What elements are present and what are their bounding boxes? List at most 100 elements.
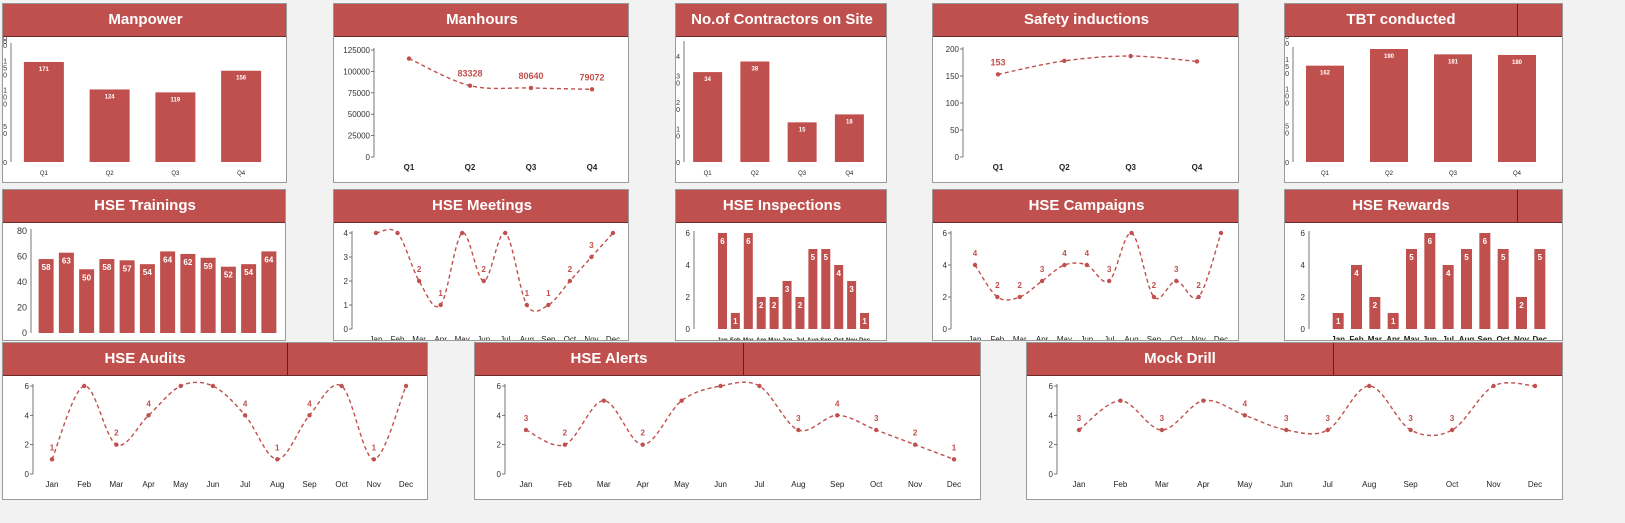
data-point <box>1084 262 1090 268</box>
data-label: 34 <box>704 77 711 83</box>
x-tick-label: May <box>1237 480 1252 489</box>
data-point <box>373 230 379 236</box>
hse-audits-panel: HSE Audits 0 2 4 6 Jan Feb Mar Apr May Jun Jul Aug S… <box>2 342 428 500</box>
data-label: 6 <box>720 237 725 246</box>
safety-inductions-header: Safety inductions <box>933 4 1238 37</box>
data-label: 3 <box>1408 414 1413 423</box>
y-tick-label: 0 <box>25 470 30 479</box>
data-point <box>1366 383 1372 389</box>
data-label: 2 <box>1018 281 1023 290</box>
bar <box>1461 249 1472 329</box>
y-tick-label: 2 <box>943 293 948 302</box>
hse-trainings-title: HSE Trainings <box>94 197 196 214</box>
data-label: 3 <box>524 414 529 423</box>
data-label: 58 <box>42 263 51 272</box>
data-point <box>1284 427 1289 433</box>
data-label: 2 <box>798 301 803 310</box>
mock-drill-header: Mock Drill <box>1027 343 1562 376</box>
x-tick-label: Jan <box>39 339 53 341</box>
data-label: 156 <box>236 76 247 82</box>
data-label: 57 <box>123 264 132 273</box>
bar <box>1406 249 1417 329</box>
y-tick-label: 0 <box>1049 470 1054 479</box>
x-tick-label: May <box>1057 335 1072 341</box>
x-tick-label: Sep <box>830 480 845 489</box>
hse-campaigns-panel: HSE Campaigns 0 2 4 6 Jan Feb Mar Apr May Jun Jul A… <box>932 189 1239 341</box>
data-point <box>81 383 87 389</box>
x-tick-label: Jan <box>1331 335 1345 341</box>
data-point <box>1076 427 1082 433</box>
x-tick-label: Aug <box>1362 480 1376 489</box>
bar <box>1332 313 1344 329</box>
x-tick-label: Q2 <box>751 171 760 177</box>
hse-rewards-header: HSE Rewards <box>1285 190 1562 223</box>
data-point <box>1218 230 1224 236</box>
x-tick-label: Jun <box>782 338 793 341</box>
data-label: 5 <box>1464 253 1469 262</box>
x-tick-label: Jan <box>46 480 59 489</box>
data-point <box>640 442 645 447</box>
x-tick-label: Sep <box>1477 335 1492 341</box>
y-tick-label: 0 <box>1301 325 1306 334</box>
data-point <box>796 427 801 433</box>
y-tick-label: 60 <box>17 252 27 262</box>
data-label: 4 <box>307 399 312 408</box>
x-tick-label: Q1 <box>704 171 713 177</box>
data-point <box>1106 278 1112 284</box>
x-tick-label: Oct <box>870 480 883 489</box>
bar <box>155 92 196 162</box>
data-point <box>1449 427 1455 433</box>
data-label: 18 <box>846 119 853 125</box>
bar <box>1351 265 1362 329</box>
x-tick-label: Jul <box>162 339 174 341</box>
data-point <box>1118 398 1123 403</box>
x-tick-label: Nov <box>1486 480 1500 489</box>
bar <box>1497 249 1509 329</box>
y-tick-label: 1 <box>344 301 349 310</box>
bar <box>23 61 64 163</box>
y-tick-label: 4 <box>497 411 502 420</box>
data-point <box>49 457 55 462</box>
data-point <box>307 413 312 418</box>
data-point <box>459 230 465 236</box>
hse-inspections-title: HSE Inspections <box>722 197 842 214</box>
x-tick-label: May <box>119 339 135 341</box>
x-tick-label: Dec <box>1214 335 1228 341</box>
data-point <box>567 278 573 284</box>
x-tick-label: Sep <box>541 335 556 341</box>
data-point <box>589 254 594 260</box>
bar <box>834 265 844 329</box>
y-tick-label: 0 <box>344 325 349 334</box>
data-label: 4 <box>146 399 151 408</box>
x-tick-label: Jul <box>1442 335 1454 341</box>
x-tick-label: Apr <box>637 480 650 489</box>
y-tick-label: 100000 <box>343 67 370 76</box>
data-label: 2 <box>482 265 487 274</box>
x-tick-label: Jun <box>1080 335 1093 341</box>
hse-alerts-header: HSE Alerts <box>475 343 980 376</box>
data-point <box>339 383 344 389</box>
bar <box>808 249 818 329</box>
x-tick-label: Jul <box>1104 335 1114 341</box>
x-tick-label: Mar <box>743 338 754 341</box>
x-tick-label: Oct <box>222 339 236 341</box>
data-label: 1 <box>1391 317 1396 326</box>
bar <box>99 259 115 333</box>
x-tick-label: Dec <box>859 338 871 341</box>
x-tick-label: Sep <box>1147 335 1162 341</box>
data-point <box>1196 294 1201 300</box>
data-point <box>114 442 119 447</box>
bar <box>743 233 753 329</box>
data-label: 4 <box>1446 269 1451 278</box>
y-tick-label: 2 <box>25 441 30 450</box>
bar <box>79 269 95 333</box>
x-tick-label: Mar <box>80 339 94 341</box>
data-label: 153 <box>990 57 1005 67</box>
manpower-header: Manpower <box>3 4 286 37</box>
data-label: 3 <box>1284 414 1289 423</box>
y-tick-label: 0 <box>497 470 502 479</box>
contractors-header: No.of Contractors on Site <box>676 4 886 37</box>
